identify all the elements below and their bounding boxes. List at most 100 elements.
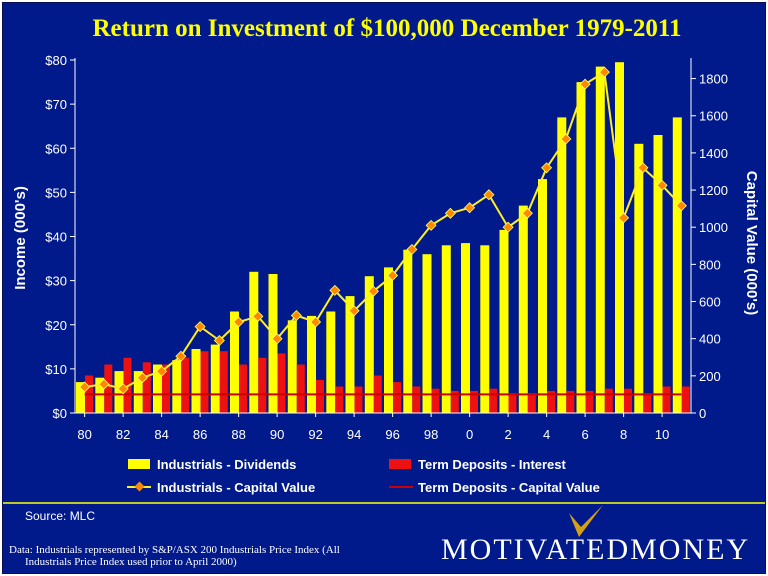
bar-dividends xyxy=(384,267,393,413)
point-capital-value xyxy=(425,219,437,231)
legend-item-dividends: Industrials - Dividends xyxy=(157,457,296,472)
chart-title: Return on Investment of $100,000 Decembe… xyxy=(92,15,681,42)
x-tick-label: 86 xyxy=(193,427,207,442)
bar-dividends xyxy=(268,274,278,413)
bar-interest xyxy=(335,386,344,413)
point-capital-value xyxy=(175,350,187,362)
x-tick-label: 94 xyxy=(347,427,361,442)
bar-interest xyxy=(104,364,113,413)
legend-item-td-capital-value: Term Deposits - Capital Value xyxy=(418,480,600,495)
bar-interest xyxy=(470,390,478,413)
chart-svg: Return on Investment of $100,000 Decembe… xyxy=(3,15,765,568)
right-tick-label: 1600 xyxy=(699,109,728,124)
right-tick-label: 1200 xyxy=(699,183,728,198)
right-tick-label: 1400 xyxy=(699,146,728,161)
right-tick-label: 400 xyxy=(699,332,721,347)
left-tick-label: $40 xyxy=(45,230,67,245)
point-capital-value xyxy=(618,212,630,224)
left-tick-label: $30 xyxy=(45,274,67,289)
legend: Industrials - Dividends Term Deposits - … xyxy=(127,457,600,495)
bar-dividends xyxy=(345,296,355,413)
right-tick-label: 1800 xyxy=(699,72,728,87)
bar-dividends xyxy=(422,254,432,413)
bar-interest xyxy=(624,388,632,413)
point-capital-value xyxy=(521,207,533,219)
bar-dividends xyxy=(133,371,143,413)
left-tick-label: $10 xyxy=(45,362,67,377)
bar-interest xyxy=(277,353,286,413)
point-capital-value xyxy=(444,207,456,219)
bar-dividends xyxy=(672,117,682,414)
x-tick-label: 6 xyxy=(582,427,589,442)
bar-dividends xyxy=(191,349,201,413)
bar-dividends xyxy=(76,382,85,413)
legend-item-interest: Term Deposits - Interest xyxy=(418,457,567,472)
bar-dividends xyxy=(499,229,509,413)
point-capital-value xyxy=(656,179,668,191)
x-tick-label: 90 xyxy=(270,427,284,442)
bar-interest xyxy=(316,379,324,413)
bar-interest xyxy=(354,386,363,413)
x-tick-label: 82 xyxy=(116,427,130,442)
point-capital-value xyxy=(675,200,687,212)
bar-dividends xyxy=(441,245,451,413)
point-capital-value xyxy=(598,66,610,78)
bar-dividends xyxy=(461,243,470,413)
bar-dividends xyxy=(287,320,297,413)
left-axis-label: Income (000's) xyxy=(12,186,29,290)
point-capital-value xyxy=(79,381,91,393)
point-capital-value xyxy=(541,162,553,174)
point-capital-value xyxy=(483,189,495,201)
bar-interest xyxy=(604,388,613,413)
bar-interest xyxy=(450,390,459,413)
bar-interest xyxy=(181,357,190,413)
bar-dividends xyxy=(653,135,663,413)
bar-interest xyxy=(431,388,440,413)
point-capital-value xyxy=(367,285,379,297)
right-tick-label: 200 xyxy=(699,369,721,384)
bar-interest xyxy=(142,362,151,413)
bar-interest xyxy=(508,393,517,413)
bar-interest xyxy=(489,388,498,413)
point-capital-value xyxy=(310,316,322,328)
x-tick-label: 4 xyxy=(543,427,550,442)
point-capital-value xyxy=(117,383,129,395)
point-capital-value xyxy=(290,309,302,322)
bar-interest xyxy=(547,390,555,413)
left-tick-label: $0 xyxy=(53,406,67,421)
bar-dividends xyxy=(538,179,547,413)
left-tick-label: $80 xyxy=(45,53,67,68)
bar-dividends xyxy=(557,117,567,414)
bar-interest xyxy=(393,382,401,413)
point-capital-value xyxy=(194,321,206,333)
logo-check-icon xyxy=(569,505,603,537)
bar-dividends xyxy=(403,249,413,413)
x-tick-label: 92 xyxy=(308,427,322,442)
right-axis-label: Capital Value (000's) xyxy=(743,171,760,315)
bar-dividends xyxy=(153,364,162,413)
left-tick-label: $60 xyxy=(45,141,67,156)
bar-interest xyxy=(258,357,267,413)
bar-dividends xyxy=(230,311,239,413)
point-capital-value xyxy=(213,334,225,347)
bar-interest xyxy=(296,364,305,413)
right-tick-label: 600 xyxy=(699,295,721,310)
legend-item-capital-value: Industrials - Capital Value xyxy=(157,480,315,495)
left-tick-label: $50 xyxy=(45,185,67,200)
bar-dividends xyxy=(114,371,124,413)
left-tick-label: $20 xyxy=(45,318,67,333)
left-tick-label: $70 xyxy=(45,97,67,112)
point-capital-value xyxy=(136,372,148,384)
bar-dividends xyxy=(634,143,644,414)
point-capital-value xyxy=(329,284,341,296)
point-capital-value xyxy=(387,269,399,282)
x-tick-label: 80 xyxy=(77,427,91,442)
x-tick-label: 0 xyxy=(466,427,473,442)
point-capital-value xyxy=(156,365,168,377)
right-tick-label: 800 xyxy=(699,257,721,272)
point-capital-value xyxy=(271,333,283,345)
point-capital-value xyxy=(464,202,476,214)
point-capital-value xyxy=(252,310,264,322)
point-capital-value xyxy=(406,243,418,256)
